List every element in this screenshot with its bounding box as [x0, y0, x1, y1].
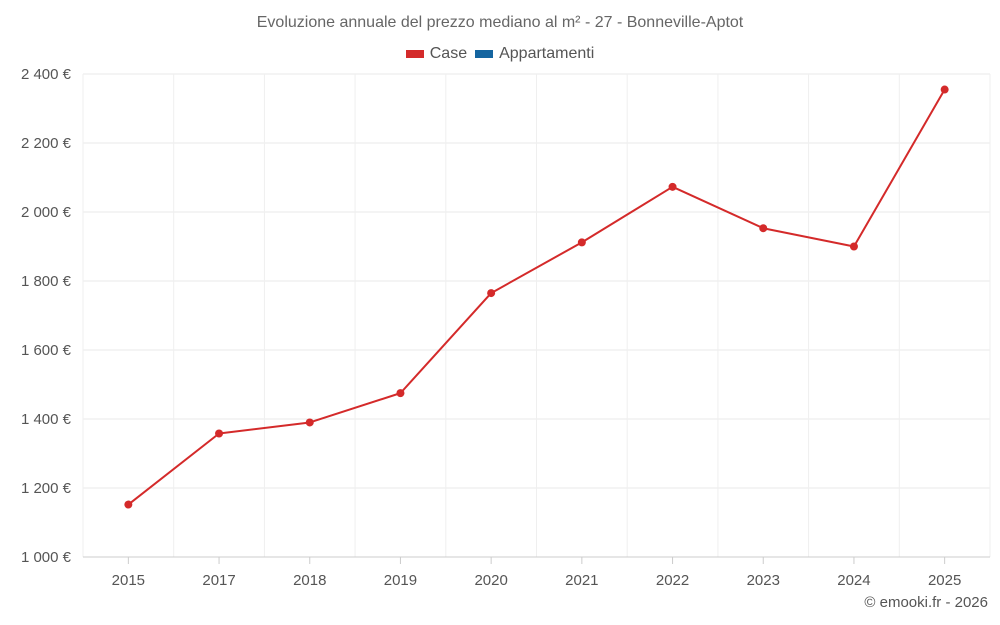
axes: 1 000 € 1 200 € 1 400 € 1 600 € 1 800 € 2 000…: [21, 66, 990, 589]
grid: [82, 73, 991, 557]
y-tick-label: 1 200 €: [21, 480, 72, 497]
x-tick-label: 2017: [202, 572, 235, 589]
y-tick-label: 2 400 €: [21, 66, 72, 83]
y-tick-label: 1 800 €: [21, 273, 72, 290]
legend-label-appartamenti: Appartamenti: [499, 45, 595, 62]
y-tick-label: 1 600 €: [21, 342, 72, 359]
y-tick-label: 1 000 €: [21, 549, 72, 566]
x-tick-label: 2022: [656, 572, 689, 589]
y-tick-label: 1 400 €: [21, 411, 72, 428]
legend-swatch-appartamenti: [475, 50, 494, 58]
x-tick-label: 2019: [384, 572, 417, 589]
x-tick-label: 2023: [747, 572, 780, 589]
y-tick-label: 2 200 €: [21, 135, 72, 152]
x-tick-label: 2018: [293, 572, 326, 589]
x-tick-label: 2020: [474, 572, 507, 589]
legend-swatch-case: [405, 50, 424, 58]
data-point-case-2021[interactable]: 2021: 1912: [577, 238, 586, 247]
data-point-case-2019[interactable]: 2019: 1475: [396, 389, 405, 398]
data-point-case-2017[interactable]: 2017: 1358: [215, 429, 224, 438]
chart-title: Evoluzione annuale del prezzo mediano al…: [256, 14, 744, 31]
credit-text: © emooki.fr - 2026: [864, 594, 988, 611]
x-tick-label: 2024: [837, 572, 870, 589]
legend-label-case: Case: [429, 45, 468, 62]
x-tick-label: 2021: [565, 572, 598, 589]
series-line-case: [127, 89, 946, 506]
legend: Case Appartamenti: [0, 45, 1000, 63]
data-point-case-2025[interactable]: 2025: 2355: [940, 85, 949, 94]
data-point-case-2020[interactable]: 2020: 1765: [487, 289, 496, 298]
legend-item-case[interactable]: Case: [405, 45, 468, 63]
data-point-case-2024[interactable]: 2024: 1900: [849, 242, 858, 251]
data-point-case-2023[interactable]: 2023: 1953: [759, 224, 768, 233]
x-tick-label: 2025: [928, 572, 961, 589]
y-tick-label: 2 000 €: [21, 204, 72, 221]
series: 2015: 1152 2017: 1358 2018: 1390 2019: 1475…: [124, 85, 949, 509]
data-point-case-2022[interactable]: 2022: 2073: [668, 182, 677, 191]
x-tick-label: 2015: [112, 572, 145, 589]
data-point-case-2015[interactable]: 2015: 1152: [124, 500, 133, 509]
data-point-case-2018[interactable]: 2018: 1390: [305, 418, 314, 427]
legend-item-appartamenti[interactable]: Appartamenti: [475, 45, 594, 63]
